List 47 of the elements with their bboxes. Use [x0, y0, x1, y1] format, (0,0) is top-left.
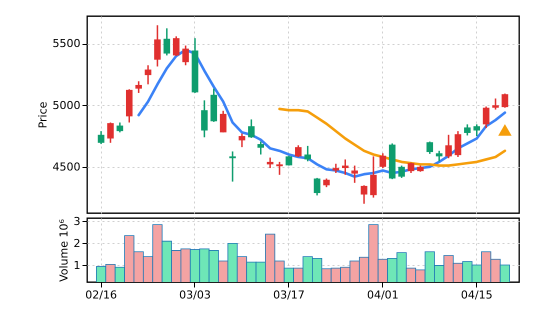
candlestick	[144, 64, 152, 86]
candlestick	[172, 36, 180, 57]
candlestick	[380, 152, 386, 169]
x-tick-label: 04/01	[366, 288, 399, 302]
candlestick	[426, 140, 434, 155]
candlestick	[201, 100, 208, 138]
candlestick	[248, 118, 255, 139]
candlestick	[182, 44, 189, 66]
candlestick	[332, 163, 340, 174]
y-tick-label: 3	[74, 214, 80, 228]
candlestick	[342, 158, 349, 176]
candlestick	[238, 132, 246, 148]
candlestick	[370, 156, 377, 198]
y-tick-label: 1	[74, 258, 80, 272]
y-axis-title: Price	[36, 101, 50, 128]
y-tick-label: 5500	[52, 37, 80, 50]
candlestick	[351, 164, 358, 184]
x-tick-label: 04/15	[460, 288, 493, 302]
candlestick	[314, 177, 320, 196]
candlestick	[482, 106, 490, 129]
candlestick	[154, 24, 161, 68]
candlestick	[502, 92, 508, 108]
candlestick	[266, 156, 274, 169]
y-tick-label: 4500	[52, 160, 80, 174]
candlestick	[220, 110, 226, 134]
candlestick	[98, 130, 104, 145]
candlestick	[360, 184, 368, 205]
candlestick	[295, 144, 302, 158]
x-tick-label: 03/03	[179, 288, 211, 302]
candlestick	[473, 124, 480, 137]
candlestick	[164, 28, 170, 56]
candlestick	[257, 140, 264, 156]
candlestick	[454, 130, 462, 158]
candlestick	[398, 164, 405, 179]
y-axis-title: Volume 10⁶	[58, 218, 70, 282]
x-tick-label: 03/17	[273, 288, 305, 302]
candlestick	[436, 150, 442, 162]
candlestick	[135, 80, 142, 94]
y-tick-label: 5000	[52, 98, 80, 112]
x-tick-label: 02/16	[85, 288, 117, 302]
y-tick-label: 2	[74, 236, 80, 250]
candlestick	[304, 145, 311, 162]
candlestick	[408, 162, 414, 174]
candlestick	[445, 134, 452, 159]
candlestick	[464, 124, 471, 136]
candlestick	[116, 122, 124, 134]
candlestick	[107, 122, 114, 144]
